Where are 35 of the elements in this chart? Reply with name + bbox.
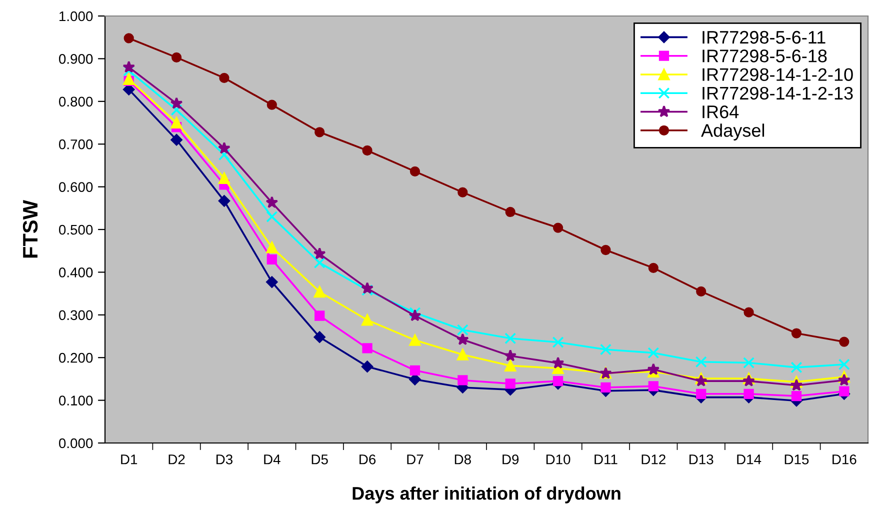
y-tick-label: 0.200 [58,352,93,363]
y-tick-label: 0.800 [58,96,93,107]
x-tick-label: D6 [360,454,376,464]
x-tick-label: D5 [312,454,328,464]
x-tick-label: D2 [168,454,185,464]
x-tick-label: D16 [832,454,856,464]
x-tick-label: D4 [264,454,280,464]
x-axis-title: Days after initiation of drydown [352,486,620,504]
x-tick-label: D11 [594,454,618,464]
legend-label: Adaysel [701,124,764,140]
y-tick-label: 0.900 [58,54,93,64]
y-tick-label: 0.600 [58,182,93,192]
y-tick-label: 0.700 [58,139,93,150]
x-tick-label: D3 [216,454,232,464]
legend-label: IR64 [702,105,739,118]
legend-label: IR77298-14-1-2-13 [702,86,853,100]
y-tick-label: 1.000 [60,11,93,22]
y-axis-title: FTSW [22,200,38,258]
x-tick-label: D14 [737,454,762,464]
y-tick-label: 0.100 [58,396,93,406]
x-tick-label: D8 [454,454,471,464]
y-tick-label: 0.300 [58,310,93,320]
y-tick-label: 0.000 [58,438,93,448]
x-tick-label: D9 [502,454,519,464]
legend-label: IR77298-14-1-2-10 [702,68,853,81]
legend-label: IR77298-5-6-18 [702,50,827,62]
x-tick-label: D10 [546,454,570,464]
y-tick-label: 0.400 [58,268,93,278]
x-tick-label: D7 [407,454,424,464]
x-tick-label: D15 [784,454,809,464]
x-tick-label: D1 [121,454,138,464]
legend-label: IR77298-5-6-11 [702,30,826,44]
y-tick-label: 0.500 [58,224,93,235]
x-tick-label: D12 [642,454,666,464]
x-tick-label: D13 [689,454,714,464]
